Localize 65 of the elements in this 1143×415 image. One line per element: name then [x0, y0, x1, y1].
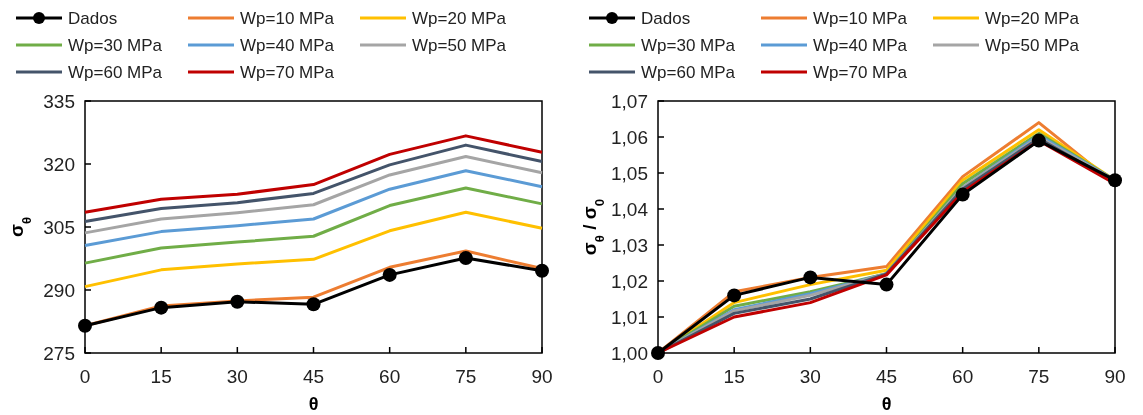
point: [879, 277, 894, 292]
y-tick-label: 275: [43, 343, 75, 364]
x-tick-label: 45: [302, 366, 325, 387]
point: [382, 267, 397, 282]
legend-label: Dados: [641, 9, 691, 28]
point: [230, 294, 245, 309]
line-series: [83, 169, 544, 247]
point: [955, 187, 970, 202]
point: [727, 288, 742, 303]
point: [1108, 173, 1122, 188]
legend-label: Wp=50 MPa: [985, 36, 1080, 55]
legend-label: Wp=30 MPa: [641, 36, 736, 55]
line-series: [83, 143, 544, 224]
legend-label: Wp=70 MPa: [240, 63, 335, 82]
y-tick-label: 1,01: [611, 307, 648, 328]
x-tick-label: 75: [455, 366, 477, 387]
point: [458, 251, 473, 266]
legend-label: Wp=10 MPa: [240, 9, 335, 28]
legend-label: Wp=50 MPa: [412, 36, 507, 55]
y-tick-label: 1,00: [611, 343, 648, 364]
line-series: [83, 154, 544, 235]
point: [78, 318, 92, 333]
point: [535, 263, 549, 278]
x-tick-label: 90: [531, 366, 553, 387]
y-tick-label: 1,05: [611, 163, 648, 184]
x-tick-label: 30: [799, 366, 821, 387]
x-tick-label: 60: [379, 366, 401, 387]
legend-label: Wp=60 MPa: [68, 63, 163, 82]
legend-label: Dados: [68, 9, 118, 28]
x-tick-label: 75: [1028, 366, 1050, 387]
legend-label: Wp=40 MPa: [813, 36, 908, 55]
x-tick-label: 15: [150, 366, 172, 387]
legend-label: Wp=30 MPa: [68, 36, 163, 55]
legend-label: Wp=20 MPa: [412, 9, 507, 28]
point: [1031, 133, 1046, 148]
y-tick-label: 305: [43, 217, 75, 238]
legend-label: Wp=40 MPa: [240, 36, 335, 55]
legend-label: Wp=60 MPa: [641, 63, 736, 82]
x-tick-label: 0: [79, 366, 91, 387]
y-tick-label: 1,04: [611, 199, 649, 220]
legend-label: Wp=70 MPa: [813, 63, 908, 82]
x-tick-label: 15: [723, 366, 745, 387]
y-tick-label: 1,06: [611, 127, 648, 148]
x-tick-label: 30: [226, 366, 248, 387]
legend-label: Wp=20 MPa: [985, 9, 1080, 28]
y-tick-label: 335: [43, 91, 75, 112]
line-series: [83, 210, 544, 289]
x-tick-label: 60: [952, 366, 974, 387]
line-series: [83, 134, 544, 214]
point: [306, 297, 321, 312]
y-tick-label: 290: [43, 280, 75, 301]
y-tick-label: 320: [43, 154, 75, 175]
x-tick-label: 0: [652, 366, 664, 387]
point: [803, 270, 818, 285]
line-series: [83, 186, 544, 265]
point: [154, 300, 169, 315]
x-tick-label: 45: [875, 366, 898, 387]
y-tick-label: 1,02: [611, 271, 648, 292]
x-tick-label: 90: [1104, 366, 1126, 387]
x-axis-title: θ: [881, 394, 892, 414]
legend-label: Wp=10 MPa: [813, 9, 908, 28]
y-tick-label: 1,03: [611, 235, 648, 256]
point: [651, 346, 665, 360]
y-tick-label: 1,07: [611, 91, 648, 112]
x-axis-title: θ: [308, 394, 319, 414]
